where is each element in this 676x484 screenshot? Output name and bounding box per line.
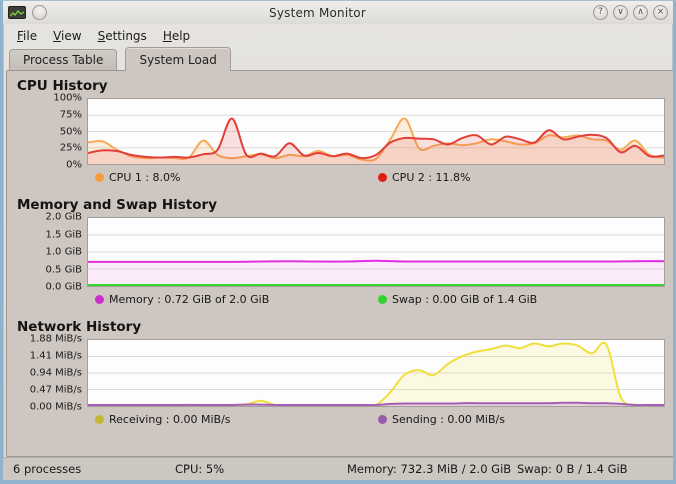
help-button[interactable]: ? xyxy=(593,5,608,20)
cpu-legend: CPU 1 : 8.0% CPU 2 : 11.8% xyxy=(93,171,665,186)
cpu-chart xyxy=(87,98,665,165)
axis-tick-label: 0.94 MiB/s xyxy=(29,367,82,379)
swap-label: Swap : 0.00 GiB of 1.4 GiB xyxy=(392,293,538,306)
memory-dot-icon xyxy=(95,295,104,304)
memory-label: Memory : 0.72 GiB of 2.0 GiB xyxy=(109,293,270,306)
receiving-dot-icon xyxy=(95,415,104,424)
memory-history-title: Memory and Swap History xyxy=(17,197,217,213)
cpu-chart-row: 100% 75% 50% 25% 0% xyxy=(7,93,665,171)
axis-tick-label: 0.0 GiB xyxy=(45,281,82,293)
axis-tick-label: 75% xyxy=(59,109,82,121)
cpu1-dot-icon xyxy=(95,173,104,182)
menubar: File View Settings Help xyxy=(3,24,673,47)
legend-item-swap: Swap : 0.00 GiB of 1.4 GiB xyxy=(378,293,537,306)
app-icon xyxy=(8,6,26,19)
cpu-axis-labels: 100% 75% 50% 25% 0% xyxy=(7,93,87,171)
tab-process-table[interactable]: Process Table xyxy=(9,49,118,71)
system-load-page: CPU History 100% 75% 50% 25% 0% CPU 1 : 8.0%… xyxy=(6,70,673,457)
axis-tick-label: 100% xyxy=(53,92,82,104)
window-title: System Monitor xyxy=(269,5,366,20)
cpu2-label: CPU 2 : 11.8% xyxy=(392,171,471,184)
tabbar: Process Table System Load xyxy=(3,47,673,71)
axis-tick-label: 0.47 MiB/s xyxy=(29,384,82,396)
status-processes: 6 processes xyxy=(13,462,82,476)
network-chart-svg xyxy=(88,341,664,406)
axis-tick-label: 50% xyxy=(59,126,82,137)
maximize-button[interactable]: ∧ xyxy=(633,5,648,20)
axis-tick-label: 0.00 MiB/s xyxy=(29,401,82,413)
network-legend: Receiving : 0.00 MiB/s Sending : 0.00 Mi… xyxy=(93,413,665,428)
memory-axis-labels: 2.0 GiB 1.5 GiB 1.0 GiB 0.5 GiB 0.0 GiB xyxy=(7,212,87,293)
menu-file[interactable]: File xyxy=(17,28,38,43)
cpu-history-title: CPU History xyxy=(17,78,108,94)
status-swap: Swap: 0 B / 1.4 GiB xyxy=(517,462,628,476)
axis-tick-label: 2.0 GiB xyxy=(45,211,82,223)
status-memory: Memory: 732.3 MiB / 2.0 GiB xyxy=(347,462,512,476)
network-history-title: Network History xyxy=(17,319,142,335)
memory-chart-svg xyxy=(88,234,664,286)
network-axis-labels: 1.88 MiB/s 1.41 MiB/s 0.94 MiB/s 0.47 MiB/s… xyxy=(7,334,87,413)
network-chart-row: 1.88 MiB/s 1.41 MiB/s 0.94 MiB/s 0.47 MiB/s… xyxy=(7,334,665,413)
axis-tick-label: 1.41 MiB/s xyxy=(29,350,82,362)
axis-tick-label: 1.5 GiB xyxy=(45,229,82,240)
legend-item-sending: Sending : 0.00 MiB/s xyxy=(378,413,505,426)
legend-item-cpu1: CPU 1 : 8.0% xyxy=(95,171,181,184)
sending-label: Sending : 0.00 MiB/s xyxy=(392,413,505,426)
sending-dot-icon xyxy=(378,415,387,424)
tab-system-load[interactable]: System Load xyxy=(125,47,231,71)
memory-chart xyxy=(87,217,665,287)
menu-view[interactable]: View xyxy=(53,28,82,43)
menu-settings[interactable]: Settings xyxy=(97,28,147,43)
axis-tick-label: 0.5 GiB xyxy=(45,264,82,275)
close-button[interactable]: × xyxy=(653,5,668,20)
legend-item-cpu2: CPU 2 : 11.8% xyxy=(378,171,471,184)
statusbar: 6 processes CPU: 5% Memory: 732.3 MiB / … xyxy=(3,457,673,480)
receiving-label: Receiving : 0.00 MiB/s xyxy=(109,413,231,426)
menu-help[interactable]: Help xyxy=(162,28,191,43)
cpu1-label: CPU 1 : 8.0% xyxy=(109,171,181,184)
network-chart xyxy=(87,339,665,407)
legend-item-memory: Memory : 0.72 GiB of 2.0 GiB xyxy=(95,293,269,306)
titlebar[interactable]: System Monitor ? ∨ ∧ × xyxy=(3,1,673,24)
window-menu-button[interactable] xyxy=(32,5,47,20)
minimize-button[interactable]: ∨ xyxy=(613,5,628,20)
axis-tick-label: 0% xyxy=(66,159,82,171)
memory-legend: Memory : 0.72 GiB of 2.0 GiB Swap : 0.00… xyxy=(93,293,665,308)
memory-chart-row: 2.0 GiB 1.5 GiB 1.0 GiB 0.5 GiB 0.0 GiB xyxy=(7,212,665,293)
axis-tick-label: 1.88 MiB/s xyxy=(29,333,82,345)
swap-dot-icon xyxy=(378,295,387,304)
cpu-chart-svg xyxy=(88,114,664,164)
axis-tick-label: 1.0 GiB xyxy=(45,246,82,258)
status-cpu: CPU: 5% xyxy=(175,462,225,476)
axis-tick-label: 25% xyxy=(59,142,82,154)
cpu2-dot-icon xyxy=(378,173,387,182)
legend-item-receiving: Receiving : 0.00 MiB/s xyxy=(95,413,231,426)
